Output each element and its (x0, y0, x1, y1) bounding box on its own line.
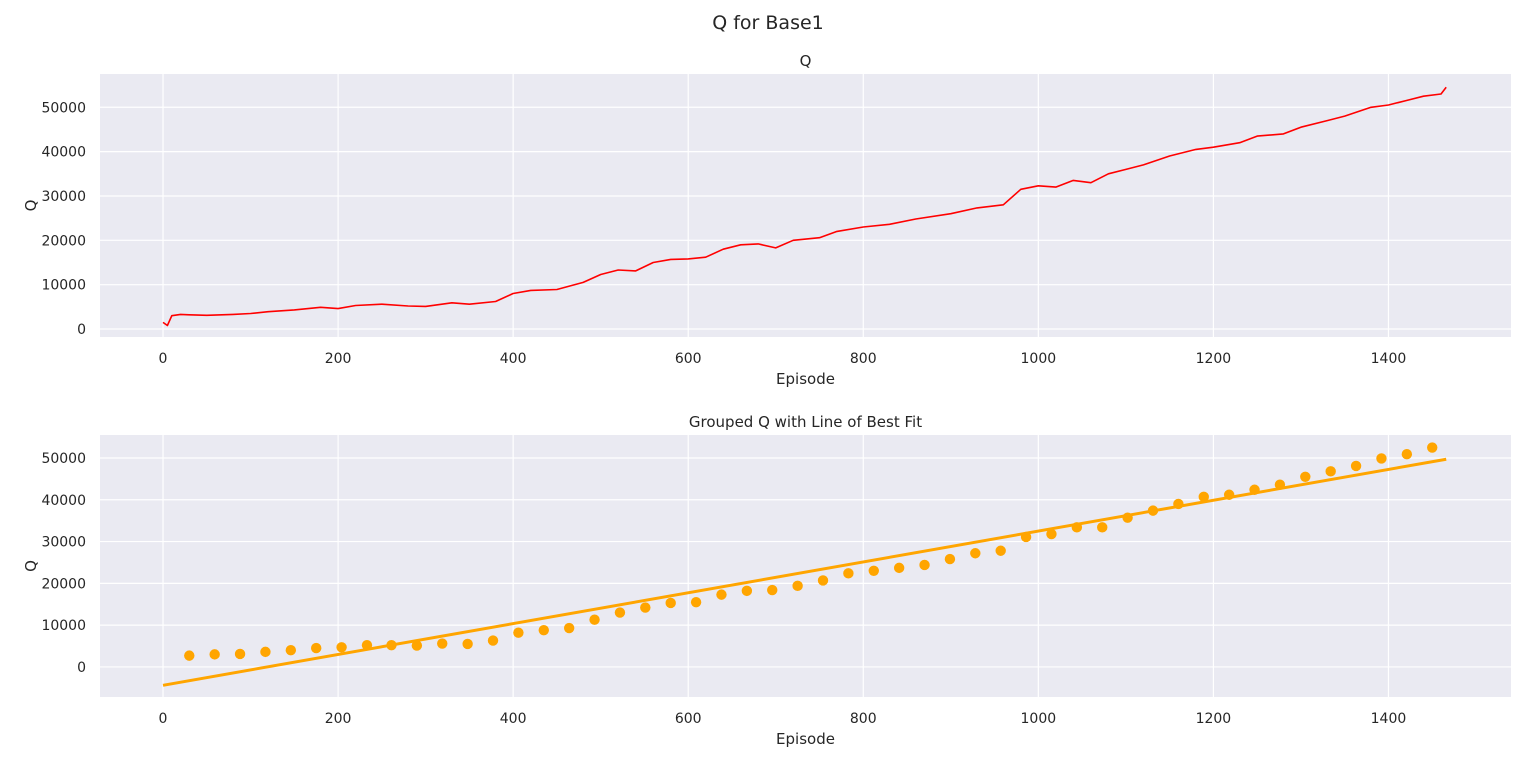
y-tick-label: 0 (77, 660, 86, 676)
panel-title: Grouped Q with Line of Best Fit (689, 413, 922, 431)
scatter-point (995, 545, 1006, 556)
q-series-line (162, 86, 1447, 327)
scatter-point (336, 642, 347, 653)
scatter-point (640, 602, 651, 613)
x-tick-label: 600 (675, 351, 702, 367)
scatter-point (462, 638, 473, 650)
scatter-point (1300, 471, 1311, 482)
scatter-point (1350, 460, 1362, 472)
y-tick-label: 10000 (41, 278, 86, 294)
scatter-point (817, 575, 829, 586)
x-tick-label: 0 (159, 351, 168, 367)
scatter-point (563, 622, 575, 634)
x-tick-label: 1400 (1371, 351, 1407, 367)
scatter-point (285, 644, 297, 656)
scatter-point (792, 580, 803, 592)
scatter-point (589, 614, 600, 625)
scatter-point (614, 607, 626, 618)
scatter-point (538, 624, 549, 636)
x-tick-label: 600 (675, 711, 702, 727)
panel-title: Q (800, 52, 812, 70)
scatter-point (1046, 528, 1057, 540)
plot-area-2 (100, 435, 1511, 697)
scatter-point (690, 596, 702, 608)
scatter-point (767, 584, 778, 596)
x-tick-label: 1000 (1021, 351, 1057, 367)
scatter-point (411, 640, 423, 651)
scatter-point (1401, 449, 1413, 460)
figure-title: Q for Base1 (712, 12, 824, 34)
y-tick-label: 0 (77, 322, 86, 338)
x-tick-label: 1000 (1021, 711, 1057, 727)
scatter-point (919, 559, 930, 571)
y-tick-label: 20000 (41, 576, 86, 592)
scatter-point (665, 597, 676, 609)
x-tick-label: 800 (850, 351, 877, 367)
scatter-point (1325, 466, 1336, 477)
x-tick-label: 400 (500, 711, 527, 727)
scatter-point (184, 650, 195, 661)
y-tick-label: 50000 (41, 451, 86, 467)
scatter-point (868, 565, 879, 577)
x-tick-label: 1200 (1196, 711, 1232, 727)
scatter-point (944, 553, 956, 565)
x-axis-label: Episode (776, 370, 835, 388)
scatter-point (1427, 442, 1438, 453)
scatter-point (209, 649, 220, 660)
scatter-point (843, 568, 854, 579)
x-tick-label: 400 (500, 351, 527, 367)
y-axis-label: Q (22, 560, 40, 572)
scatter-point (1198, 491, 1209, 503)
scatter-point (970, 548, 981, 559)
scatter-point (260, 646, 271, 658)
y-tick-label: 50000 (41, 100, 86, 116)
x-tick-label: 1200 (1196, 351, 1232, 367)
x-tick-label: 0 (159, 711, 168, 727)
y-tick-label: 20000 (41, 233, 86, 249)
y-axis-label: Q (22, 200, 40, 212)
scatter-point (893, 562, 905, 574)
scatter-point (234, 648, 246, 660)
x-tick-label: 1400 (1371, 711, 1407, 727)
scatter-point (437, 638, 448, 649)
scatter-point (1376, 453, 1387, 464)
y-tick-label: 10000 (41, 618, 86, 634)
y-tick-label: 40000 (41, 145, 86, 161)
scatter-point (487, 635, 499, 646)
y-tick-label: 30000 (41, 189, 86, 205)
scatter-point (741, 585, 753, 597)
plot-area-1 (100, 74, 1511, 337)
best-fit-line (162, 457, 1447, 687)
x-tick-label: 200 (325, 351, 352, 367)
x-axis-label: Episode (776, 730, 835, 748)
scatter-point (716, 589, 727, 600)
scatter-point (513, 627, 524, 638)
y-tick-label: 30000 (41, 535, 86, 551)
y-tick-label: 40000 (41, 493, 86, 509)
x-tick-label: 800 (850, 711, 877, 727)
scatter-point (311, 642, 322, 654)
scatter-point (1097, 522, 1108, 533)
x-tick-label: 200 (325, 711, 352, 727)
